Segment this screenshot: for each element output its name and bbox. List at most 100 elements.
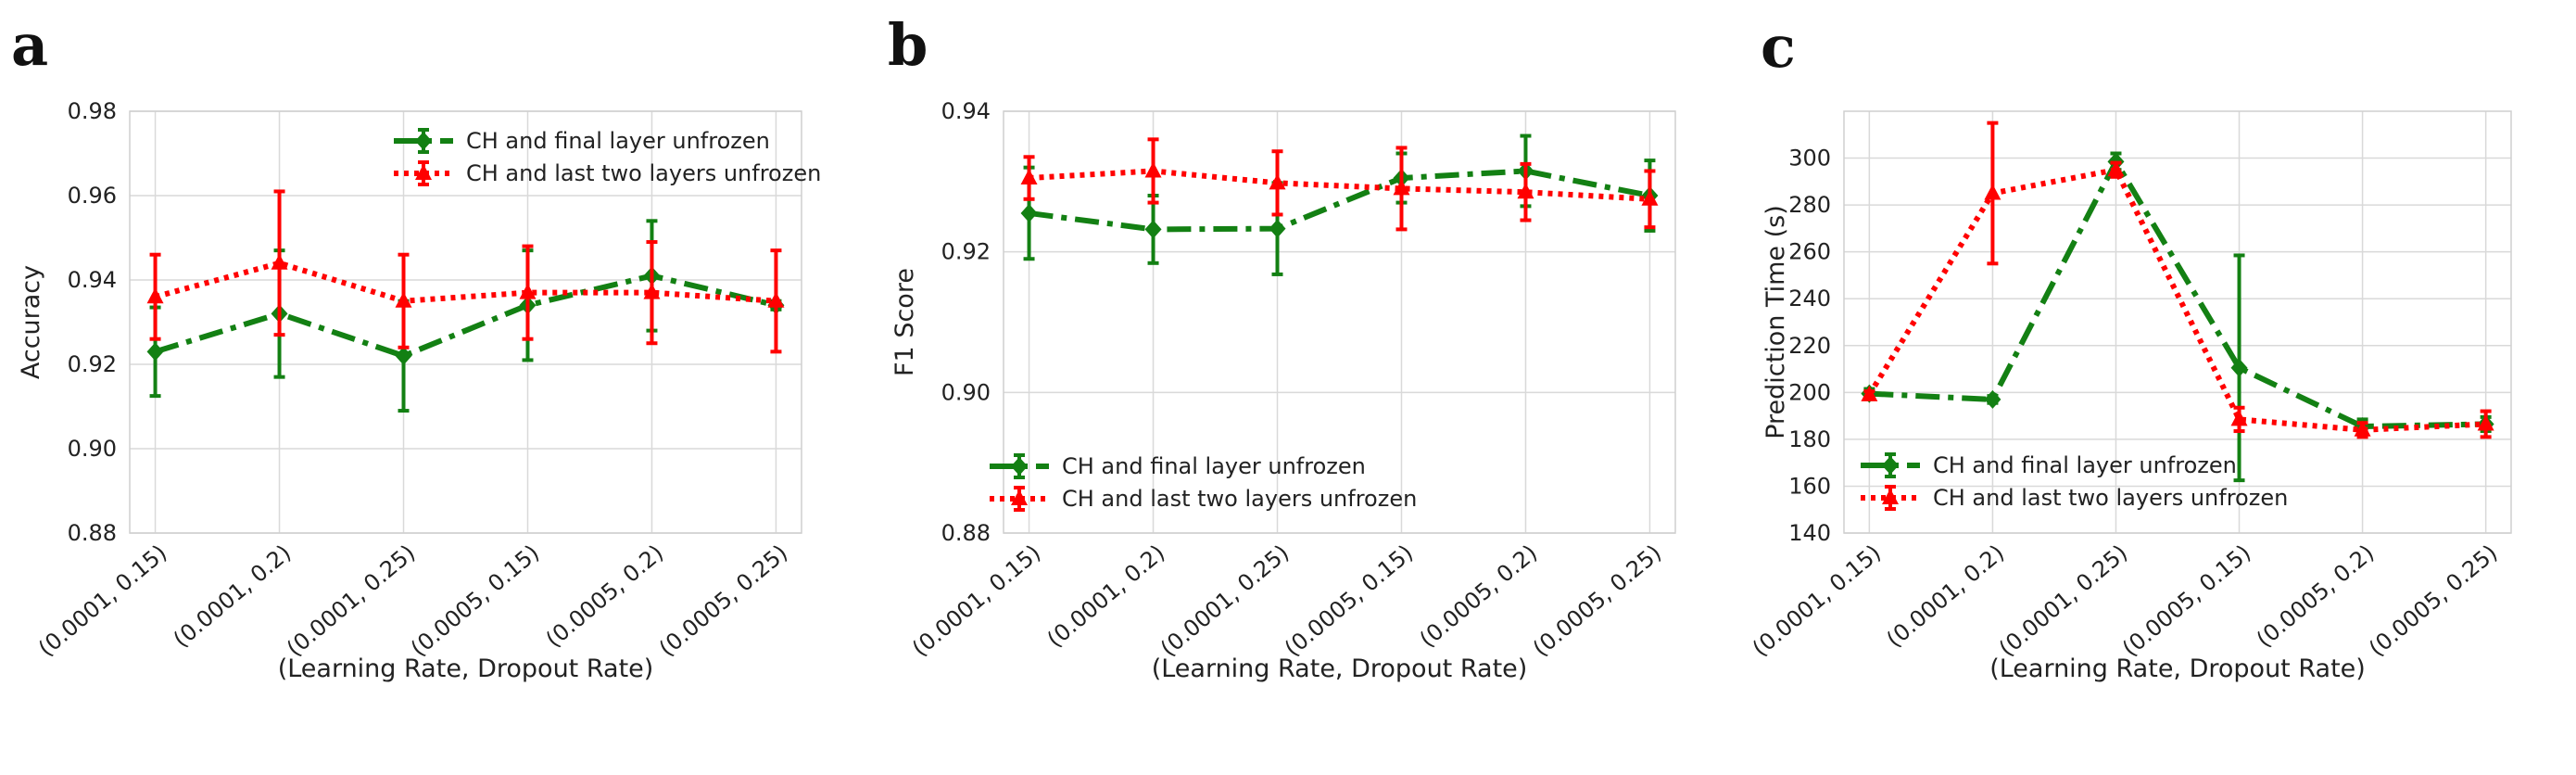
legend-label: CH and last two layers unfrozen [1062,486,1417,512]
x-tick-label: (0.0005, 0.25) [654,540,792,662]
series-final-layer [146,219,785,413]
data-point [1269,173,1286,190]
x-axis-label: (Learning Rate, Dropout Rate) [278,654,654,683]
plot-frame [1003,110,1676,534]
x-tick-label: (0.0001, 0.15) [33,540,171,662]
x-tick-label: (0.0005, 0.15) [2117,540,2255,662]
x-tick-label: (0.0001, 0.15) [907,540,1045,662]
y-tick-label: 300 [1788,146,1831,172]
data-point [146,342,164,362]
data-point [1144,161,1162,178]
y-tick-label: 200 [1788,379,1831,405]
x-tick-label: (0.0005, 0.15) [1280,540,1418,662]
data-point [2477,414,2494,431]
chart-panel-c: c 140 160 180 200 220 240 260 280 300 (0.0001, 0.1… [1748,13,2512,683]
y-tick-label: 180 [1788,426,1831,452]
legend-label: CH and final layer unfrozen [1933,452,2237,478]
y-tick-label: 140 [1788,520,1831,546]
y-tick-label: 0.90 [941,379,991,405]
series-line [1029,168,1650,202]
y-tick-label: 0.88 [941,520,991,546]
x-tick-label: (0.0005, 0.15) [406,540,544,662]
data-point [767,291,785,308]
y-tick-label: 160 [1788,473,1831,499]
legend-label: CH and final layer unfrozen [466,128,770,154]
y-tick-label: 0.92 [68,351,117,377]
legend-label: CH and final layer unfrozen [1062,453,1366,479]
data-point [1144,220,1162,239]
panel-label: b [888,11,928,79]
x-tick-label: (0.0001, 0.15) [1748,540,1886,662]
y-axis-label: Prediction Time (s) [1762,205,1790,439]
legend-label: CH and last two layers unfrozen [466,160,821,186]
x-tick-label: (0.0001, 0.2) [1882,540,2010,653]
x-tick-label: (0.0001, 0.2) [169,540,297,653]
y-tick-label: 240 [1788,286,1831,311]
legend-item: CH and final layer unfrozen [1861,452,2237,478]
y-tick-label: 280 [1788,192,1831,218]
series-line [154,260,777,304]
legend-marker [1882,489,1899,504]
y-tick-label: 260 [1788,239,1831,265]
series-last-two-layers [1020,137,1659,232]
data-point [1641,189,1659,206]
data-point [146,287,164,304]
series-line [154,273,777,360]
y-tick-label: 0.98 [68,98,117,124]
series-line [1029,168,1651,233]
y-axis-label: F1 Score [890,268,919,376]
y-tick-label: 220 [1788,333,1831,359]
x-tick-label: (0.0005, 0.2) [2252,540,2380,653]
legend-marker [415,164,432,180]
x-tick-label: (0.0005, 0.25) [2364,540,2502,662]
legend-marker [1011,457,1028,476]
data-point [1269,219,1286,238]
legend-marker [415,132,432,150]
series-last-two-layers [146,189,785,354]
y-tick-label: 0.94 [68,267,117,293]
series-final-layer [1020,133,1659,276]
data-point [2230,358,2248,377]
legend-item: CH and last two layers unfrozen [990,486,1417,512]
y-tick-label: 0.96 [68,183,117,209]
data-point [1393,179,1410,196]
data-point [519,283,537,299]
x-tick-label: (0.0005, 0.2) [541,540,669,653]
y-axis-label: Accuracy [17,265,45,379]
x-tick-label: (0.0001, 0.25) [1155,540,1294,662]
x-axis-label: (Learning Rate, Dropout Rate) [1152,654,1528,683]
series-line [1869,156,2486,429]
panel-label: a [11,11,48,79]
chart-panel-a: a0.880.900.920.940.960.98(0.0001, 0.15)(… [11,11,821,683]
y-tick-label: 0.88 [68,520,117,546]
data-point [1984,389,2001,409]
data-point [643,283,661,299]
data-point [271,253,288,270]
y-tick-label: 0.90 [68,436,117,462]
legend-item: CH and last two layers unfrozen [394,160,821,186]
data-point [1020,169,1038,185]
data-point [1020,203,1038,222]
series-line [1866,166,2486,433]
series-last-two-layers [1861,121,2494,439]
x-axis-label: (Learning Rate, Dropout Rate) [1989,654,2366,683]
x-tick-label: (0.0001, 0.25) [282,540,420,662]
data-point [2354,420,2371,437]
panel-label: c [1761,13,1796,81]
data-point [1984,184,2001,200]
data-point [1861,385,1878,401]
x-tick-label: (0.0005, 0.2) [1415,540,1543,653]
legend-label: CH and last two layers unfrozen [1933,485,2288,511]
legend-item: CH and last two layers unfrozen [1861,485,2288,511]
x-tick-label: (0.0001, 0.2) [1042,540,1170,653]
data-point [395,291,412,308]
data-point [2230,410,2248,426]
data-point [395,346,412,365]
chart-panel-b: b0.880.900.920.94(0.0001, 0.15)(0.0001, … [888,11,1676,683]
legend-item: CH and final layer unfrozen [394,128,770,154]
legend-marker [1011,489,1028,505]
legend-item: CH and final layer unfrozen [990,453,1366,479]
y-tick-label: 0.92 [941,239,991,265]
plot-frame [1843,110,2512,534]
